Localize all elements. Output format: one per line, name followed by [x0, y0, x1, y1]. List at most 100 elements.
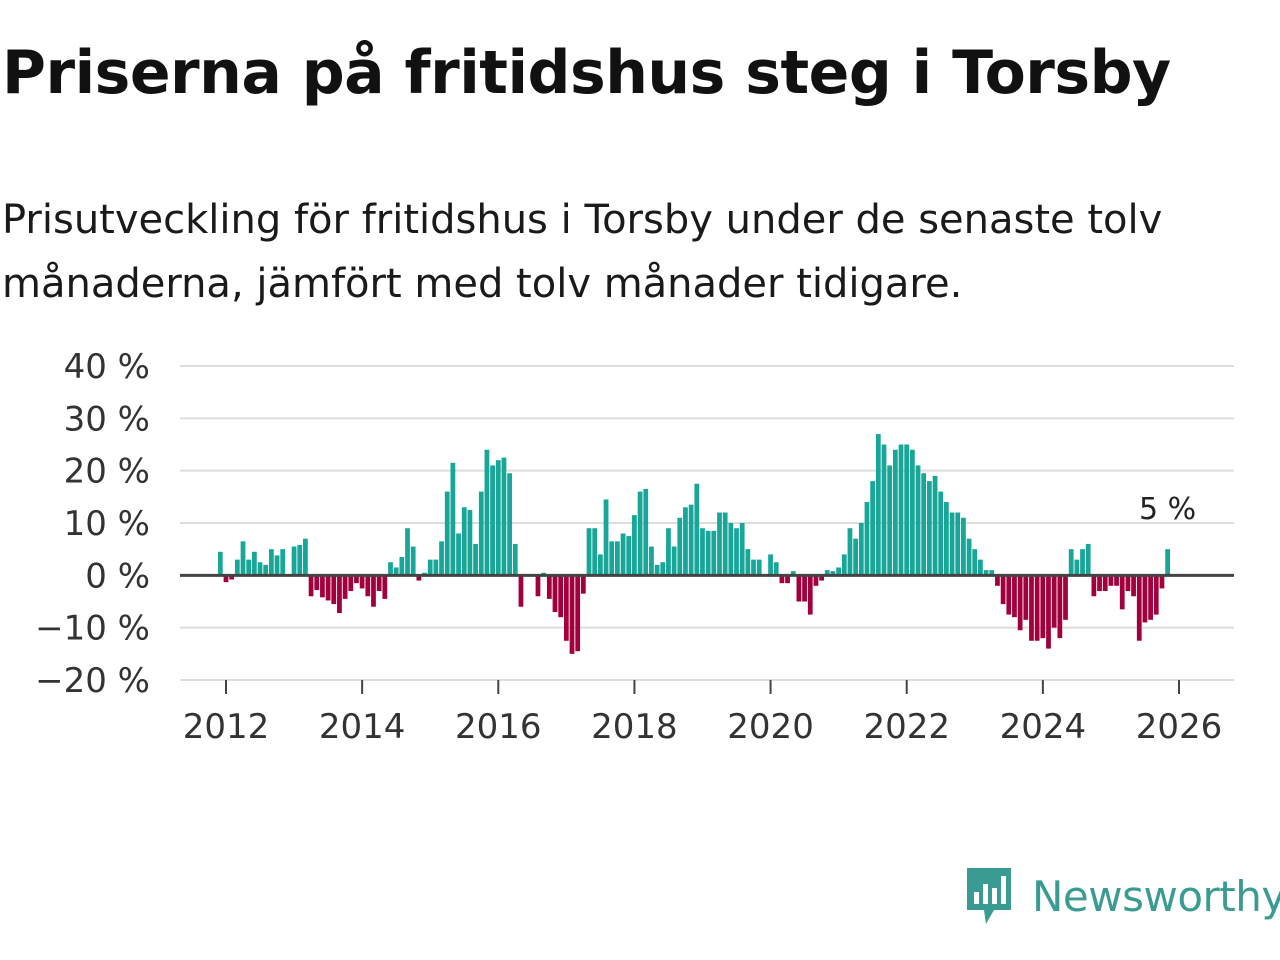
- bar: [314, 575, 320, 590]
- bar: [864, 502, 870, 576]
- bar: [722, 512, 728, 576]
- bar: [824, 570, 830, 576]
- bar: [586, 528, 592, 576]
- y-tick-label: 40 %: [64, 347, 150, 387]
- bar: [830, 571, 836, 576]
- x-tick-label: 2026: [1136, 707, 1223, 747]
- bar: [688, 504, 694, 576]
- chart-title: Priserna på fritidshus steg i Torsby: [2, 38, 1171, 108]
- bar: [1029, 575, 1034, 641]
- bar: [1131, 575, 1136, 597]
- bar: [944, 502, 949, 576]
- y-axis: 40 % 30 % 20 % 10 % 0 % −10 % −20 %: [35, 347, 150, 701]
- bar: [983, 570, 989, 576]
- bar: [853, 538, 859, 576]
- bar: [229, 575, 235, 580]
- bar: [1091, 575, 1097, 597]
- bar: [217, 551, 223, 576]
- bar: [705, 530, 711, 576]
- bar: [1153, 575, 1159, 615]
- bar: [955, 512, 961, 576]
- bar: [575, 575, 581, 652]
- x-tick-label: 2020: [727, 707, 814, 747]
- x-tick-label: 2012: [183, 707, 270, 747]
- bar: [297, 544, 303, 576]
- y-tick-label: −20 %: [35, 661, 150, 701]
- bar: [512, 543, 518, 576]
- y-tick-label: 30 %: [64, 399, 150, 439]
- bar: [1017, 575, 1023, 631]
- bar: [609, 541, 615, 576]
- x-tick-label: 2016: [455, 707, 542, 747]
- bar: [518, 575, 524, 607]
- bar: [490, 465, 495, 576]
- bar: [961, 517, 966, 576]
- bar: [558, 575, 564, 618]
- bar: [677, 517, 683, 576]
- bar: [388, 562, 393, 576]
- bar: [671, 546, 677, 576]
- bar: [1142, 575, 1148, 623]
- bar: [1046, 575, 1051, 649]
- bar: [972, 549, 978, 576]
- bar: [280, 549, 286, 576]
- bar: [966, 538, 972, 576]
- y-tick-label: 20 %: [64, 452, 150, 492]
- bar: [734, 528, 739, 576]
- bar: [1119, 575, 1125, 610]
- bar: [881, 444, 887, 576]
- bar: [303, 538, 308, 576]
- bar: [1023, 575, 1029, 620]
- bar: [223, 575, 229, 583]
- bar: [796, 575, 802, 602]
- bar: [637, 491, 643, 576]
- last-value-label: 5 %: [1139, 492, 1196, 527]
- bar: [847, 528, 853, 576]
- bar: [660, 562, 666, 576]
- bar: [632, 515, 637, 576]
- bar: [926, 481, 932, 576]
- bar: [251, 551, 257, 576]
- bar: [995, 575, 1000, 586]
- bar: [291, 546, 297, 576]
- bar: [949, 512, 955, 576]
- bar: [603, 499, 609, 576]
- bar: [359, 575, 365, 589]
- bar: [371, 575, 376, 607]
- bar: [915, 465, 921, 576]
- bar: [444, 491, 450, 576]
- bar: [263, 564, 269, 576]
- bar: [785, 575, 790, 584]
- bar: [376, 575, 382, 592]
- grid-lines: [180, 365, 1234, 681]
- bar: [337, 575, 342, 614]
- bar: [597, 554, 603, 576]
- bar: [904, 444, 910, 576]
- bar: [615, 541, 620, 576]
- bar: [643, 488, 649, 576]
- bar: [932, 475, 938, 576]
- newsworthy-brand: Newsworthy: [964, 864, 1280, 928]
- bar: [745, 549, 751, 576]
- bar: [711, 530, 717, 576]
- bar: [875, 434, 881, 576]
- bar: [1063, 575, 1068, 620]
- bar: [790, 571, 796, 576]
- bar: [1006, 575, 1012, 615]
- bar: [456, 533, 461, 576]
- bar: [728, 523, 734, 576]
- bar: [1085, 543, 1091, 576]
- bar: [546, 575, 552, 599]
- bar: [921, 473, 927, 576]
- bar: [858, 523, 864, 576]
- x-tick-label: 2018: [591, 707, 678, 747]
- x-tick-label: 2022: [863, 707, 950, 747]
- bar: [1080, 549, 1085, 576]
- y-tick-label: −10 %: [35, 609, 150, 649]
- bar: [569, 575, 575, 654]
- bar: [773, 562, 779, 576]
- bar: [654, 564, 660, 576]
- bar: [535, 575, 541, 597]
- bar: [700, 528, 705, 576]
